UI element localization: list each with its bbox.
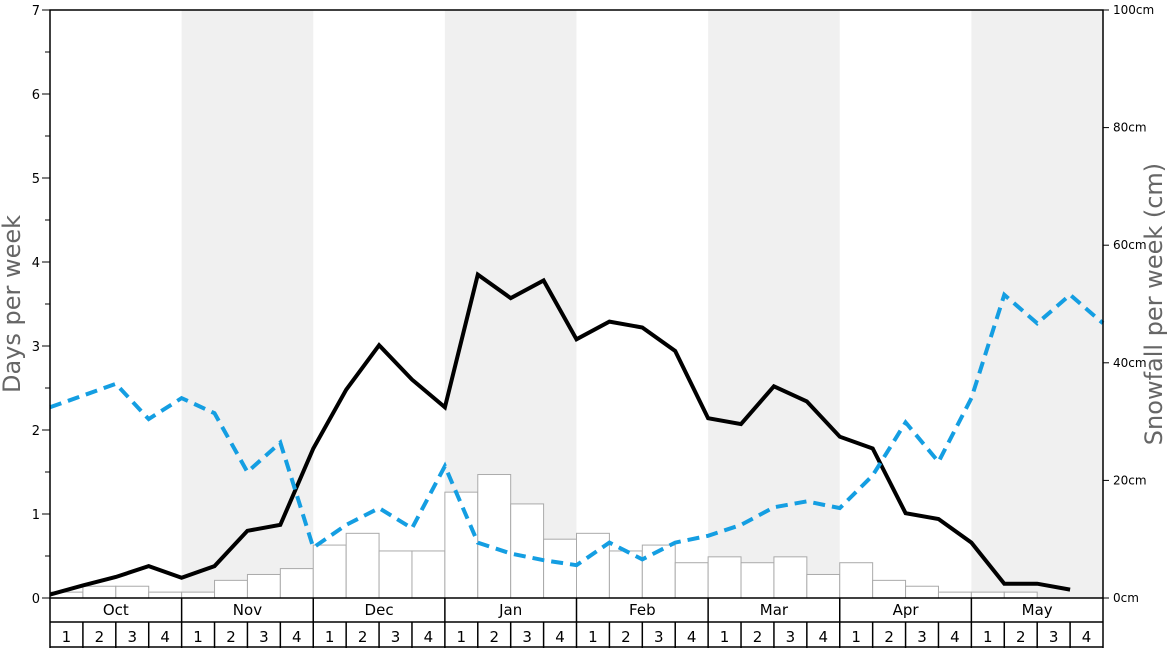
- week-label: 2: [753, 628, 763, 646]
- week-label: 2: [884, 628, 894, 646]
- week-label: 3: [259, 628, 269, 646]
- snowfall-bar: [641, 544, 676, 599]
- week-label: 3: [654, 628, 664, 646]
- week-label: 3: [522, 628, 532, 646]
- week-label: 1: [983, 628, 993, 646]
- snowfall-bar: [707, 556, 742, 599]
- y2-tick-label: 100cm: [1113, 3, 1154, 17]
- snowfall-bar: [82, 585, 117, 599]
- y-tick-label: 7: [32, 4, 40, 19]
- week-label: 3: [1049, 628, 1059, 646]
- week-label: 4: [950, 628, 960, 646]
- month-label: Jan: [498, 601, 522, 619]
- week-label: 4: [292, 628, 302, 646]
- y-tick-label: 3: [32, 340, 40, 355]
- month-label: Mar: [760, 601, 789, 619]
- snowfall-bar: [740, 562, 775, 599]
- y2-tick-label: 20cm: [1113, 473, 1147, 487]
- week-label: 3: [917, 628, 927, 646]
- y-axis-title: Days per week: [0, 215, 26, 393]
- snowfall-bar: [411, 550, 446, 599]
- y2-tick-label: 60cm: [1113, 238, 1147, 252]
- week-label: 2: [1016, 628, 1026, 646]
- week-label: 3: [391, 628, 401, 646]
- snowfall-bar: [312, 544, 347, 599]
- snowfall-bar: [279, 568, 314, 599]
- snowfall-bar: [345, 532, 380, 599]
- month-label: Nov: [233, 601, 262, 619]
- snowfall-bar: [872, 579, 907, 599]
- y-tick-label: 1: [32, 508, 40, 523]
- y-axis-right: 0cm 20cm 40cm 60cm 80cm 100cm: [1103, 3, 1154, 605]
- week-label: 1: [325, 628, 335, 646]
- snowfall-bar: [148, 591, 183, 599]
- snowfall-bar: [839, 562, 874, 599]
- month-bands: [181, 10, 1103, 598]
- snowfall-bar: [477, 474, 512, 599]
- week-label: 1: [193, 628, 203, 646]
- solid-series-line: [49, 271, 1071, 597]
- week-label: 1: [457, 628, 467, 646]
- week-label: 4: [819, 628, 829, 646]
- snowfall-bar: [510, 503, 545, 599]
- snowfall-bar: [1003, 591, 1038, 599]
- week-label: 4: [1082, 628, 1092, 646]
- snowfall-bar: [937, 591, 972, 599]
- week-label: 4: [555, 628, 565, 646]
- month-band: [971, 10, 1103, 598]
- dashed-series-line: [49, 291, 1105, 568]
- week-label: 2: [358, 628, 368, 646]
- week-label: 2: [489, 628, 499, 646]
- y-tick-label: 5: [32, 172, 40, 187]
- month-label: Apr: [893, 601, 920, 619]
- y2-tick-label: 80cm: [1113, 121, 1147, 135]
- y-axis-left: 0 1 2 3 4 5 6 7: [32, 4, 50, 607]
- week-label: 3: [127, 628, 137, 646]
- snowfall-bar: [214, 579, 248, 599]
- snowfall-bar: [246, 573, 281, 599]
- series-lines: [49, 271, 1105, 597]
- snowfall-bar: [674, 562, 709, 599]
- snowfall-bar: [576, 532, 610, 599]
- y2-tick-label: 40cm: [1113, 356, 1147, 370]
- snowfall-bars: [49, 474, 1038, 599]
- snowfall-bar: [181, 591, 216, 599]
- month-label: Feb: [629, 601, 656, 619]
- snowfall-bar: [773, 556, 808, 599]
- y-tick-label: 2: [32, 424, 40, 439]
- snowfall-bar: [543, 538, 577, 599]
- week-label: 1: [588, 628, 598, 646]
- month-label: Oct: [103, 601, 129, 619]
- snowfall-bar: [970, 591, 1005, 599]
- week-label: 3: [786, 628, 796, 646]
- week-label: 1: [62, 628, 72, 646]
- month-band: [708, 10, 840, 598]
- y-tick-label: 4: [32, 256, 40, 271]
- y-tick-label: 6: [32, 88, 40, 103]
- snowfall-bar: [806, 573, 841, 599]
- week-label: 2: [621, 628, 631, 646]
- week-label: 1: [851, 628, 861, 646]
- week-label: 2: [95, 628, 105, 646]
- month-label: Dec: [365, 601, 394, 619]
- snowfall-bar: [444, 491, 479, 599]
- snowfall-bar: [378, 550, 413, 599]
- month-band: [181, 10, 314, 598]
- week-label: 4: [160, 628, 170, 646]
- week-label: 4: [687, 628, 697, 646]
- y2-tick-label: 0cm: [1113, 591, 1139, 605]
- x-axis-table: Oct Nov Dec Jan Feb Mar Apr May 1 2 3 4 1 2 3 4 1 2 3 4 1 2 3 4…: [49, 598, 1104, 648]
- y2-axis-title: Snowfall per week (cm): [1140, 163, 1168, 445]
- y-tick-label: 0: [32, 592, 40, 607]
- month-label: May: [1022, 601, 1053, 619]
- week-label: 4: [424, 628, 434, 646]
- snowfall-bar: [115, 585, 150, 599]
- snowfall-bar: [905, 585, 939, 599]
- week-label: 1: [720, 628, 730, 646]
- week-label: 2: [226, 628, 236, 646]
